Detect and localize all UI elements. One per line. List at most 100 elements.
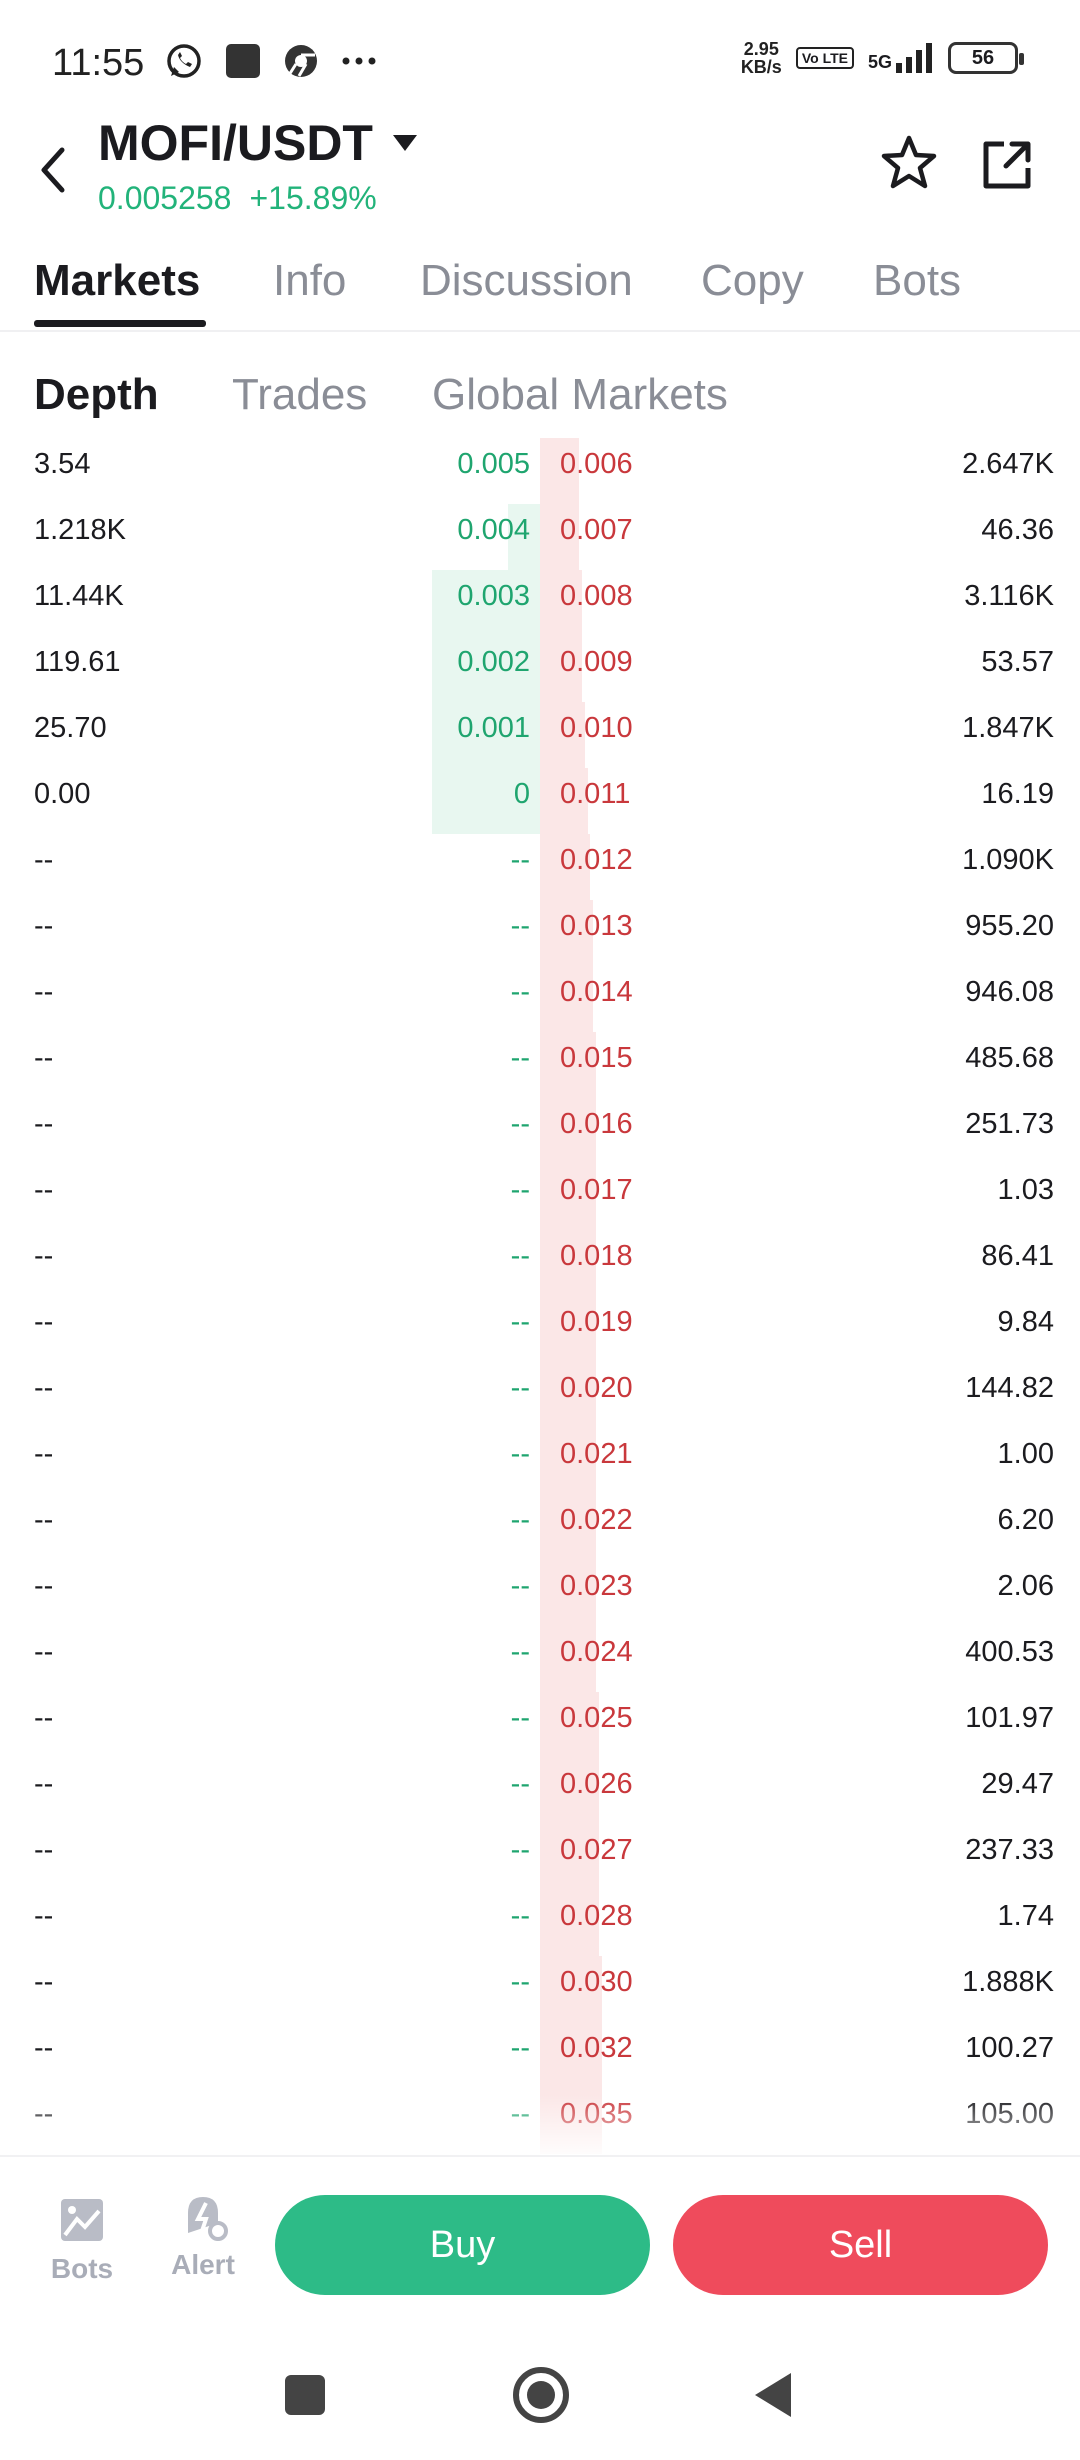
order-book-row[interactable]: -- -- 0.020 144.82 (0, 1362, 1080, 1428)
tab-copy[interactable]: Copy (701, 256, 804, 305)
ask-price: 0.022 (560, 1504, 633, 1536)
bid-quantity: 0.00 (34, 778, 91, 810)
notification-icons (165, 42, 377, 80)
order-book-row[interactable]: -- -- 0.032 100.27 (0, 2022, 1080, 2088)
order-book-row[interactable]: -- -- 0.021 1.00 (0, 1428, 1080, 1494)
ask-depth-bar (540, 2022, 602, 2088)
order-book-row[interactable]: -- -- 0.028 1.74 (0, 1890, 1080, 1956)
ask-depth-bar (540, 570, 582, 636)
system-nav-bar (0, 2335, 1080, 2460)
order-book-row[interactable]: -- -- 0.013 955.20 (0, 900, 1080, 966)
sub-tabs: Depth Trades Global Markets (0, 360, 1080, 430)
bid-quantity: -- (34, 1702, 54, 1734)
star-icon[interactable] (878, 132, 940, 194)
order-book-row[interactable]: -- -- 0.027 237.33 (0, 1824, 1080, 1890)
buy-button[interactable]: Buy (275, 2195, 650, 2295)
ask-quantity: 485.68 (965, 1042, 1054, 1074)
order-book-row[interactable]: 0.00 0 0.011 16.19 (0, 768, 1080, 834)
order-book-row[interactable]: 11.44K 0.003 0.008 3.116K (0, 570, 1080, 636)
recents-button[interactable] (285, 2375, 325, 2415)
share-icon[interactable] (976, 134, 1038, 196)
ask-quantity: 400.53 (965, 1636, 1054, 1668)
ask-quantity: 101.97 (965, 1702, 1054, 1734)
nav-back-button[interactable] (755, 2373, 791, 2417)
ask-depth-bar (540, 834, 590, 900)
network-speed: 2.95 KB/s (740, 39, 782, 77)
order-book-row[interactable]: 25.70 0.001 0.010 1.847K (0, 702, 1080, 768)
bid-depth-bar (432, 570, 540, 636)
status-time: 11:55 (52, 42, 145, 84)
sell-button[interactable]: Sell (673, 2195, 1048, 2295)
order-book-row[interactable]: -- -- 0.017 1.03 (0, 1164, 1080, 1230)
tab-info[interactable]: Info (273, 256, 347, 305)
order-book: 3.54 0.005 0.006 2.647K 1.218K 0.004 0.007 46.3… (0, 438, 1080, 2158)
ask-quantity: 16.19 (981, 778, 1054, 810)
ask-price: 0.019 (560, 1306, 633, 1338)
ask-depth-bar (540, 1296, 596, 1362)
subtab-trades[interactable]: Trades (232, 370, 368, 419)
chrome-icon (285, 45, 317, 77)
tab-bots[interactable]: Bots (873, 256, 962, 305)
bid-quantity: -- (34, 1504, 54, 1536)
bid-quantity: -- (34, 1438, 54, 1470)
order-book-row[interactable]: 119.61 0.002 0.009 53.57 (0, 636, 1080, 702)
ask-quantity: 9.84 (997, 1306, 1054, 1338)
ask-quantity: 29.47 (981, 1768, 1054, 1800)
bid-quantity: 119.61 (34, 646, 121, 678)
ask-quantity: 53.57 (981, 646, 1054, 678)
pair-selector[interactable]: MOFI/USDT (98, 114, 419, 172)
ask-quantity: 100.27 (965, 2032, 1054, 2064)
bid-price: -- (510, 1042, 530, 1074)
bid-price: -- (510, 1108, 530, 1140)
order-book-row[interactable]: -- -- 0.030 1.888K (0, 1956, 1080, 2022)
order-book-row[interactable]: -- -- 0.018 86.41 (0, 1230, 1080, 1296)
ask-quantity: 1.888K (962, 1966, 1054, 1998)
ask-price: 0.024 (560, 1636, 633, 1668)
more-icon (342, 57, 376, 65)
ask-depth-bar (540, 1824, 599, 1890)
bid-price: 0.002 (457, 646, 530, 678)
ask-price: 0.008 (560, 580, 633, 612)
ask-depth-bar (540, 1032, 596, 1098)
bid-quantity: -- (34, 844, 54, 876)
subtab-depth[interactable]: Depth (34, 370, 159, 419)
bid-depth-bar (432, 768, 540, 834)
order-book-row[interactable]: 3.54 0.005 0.006 2.647K (0, 438, 1080, 504)
ask-quantity: 946.08 (965, 976, 1054, 1008)
order-book-row[interactable]: -- -- 0.012 1.090K (0, 834, 1080, 900)
back-icon[interactable] (30, 140, 76, 200)
price-change: +15.89% (249, 180, 377, 216)
order-book-row[interactable]: -- -- 0.016 251.73 (0, 1098, 1080, 1164)
subtab-global-markets[interactable]: Global Markets (432, 370, 728, 419)
home-button[interactable] (513, 2367, 569, 2423)
order-book-row[interactable]: -- -- 0.022 6.20 (0, 1494, 1080, 1560)
ask-depth-bar (540, 1362, 596, 1428)
order-book-row[interactable]: 1.218K 0.004 0.007 46.36 (0, 504, 1080, 570)
ask-quantity: 251.73 (965, 1108, 1054, 1140)
tab-markets[interactable]: Markets (34, 256, 201, 305)
ask-price: 0.016 (560, 1108, 633, 1140)
ask-quantity: 2.647K (962, 448, 1054, 480)
order-book-row[interactable]: -- -- 0.025 101.97 (0, 1692, 1080, 1758)
bid-price: -- (510, 1438, 530, 1470)
bid-price: -- (510, 1174, 530, 1206)
ask-depth-bar (540, 1692, 599, 1758)
bid-quantity: -- (34, 976, 54, 1008)
ask-price: 0.021 (560, 1438, 633, 1470)
order-book-row[interactable]: -- -- 0.023 2.06 (0, 1560, 1080, 1626)
ask-price: 0.018 (560, 1240, 633, 1272)
order-book-row[interactable]: -- -- 0.019 9.84 (0, 1296, 1080, 1362)
bots-button[interactable]: Bots (32, 2193, 132, 2285)
order-book-row[interactable]: -- -- 0.015 485.68 (0, 1032, 1080, 1098)
ask-depth-bar (540, 1098, 596, 1164)
bid-quantity: -- (34, 1306, 54, 1338)
tab-discussion[interactable]: Discussion (420, 256, 633, 305)
order-book-row[interactable]: -- -- 0.024 400.53 (0, 1626, 1080, 1692)
ask-price: 0.017 (560, 1174, 633, 1206)
ask-price: 0.007 (560, 514, 633, 546)
bid-price: -- (510, 910, 530, 942)
order-book-row[interactable]: -- -- 0.014 946.08 (0, 966, 1080, 1032)
ask-quantity: 46.36 (981, 514, 1054, 546)
alert-button[interactable]: Alert (153, 2189, 253, 2281)
order-book-row[interactable]: -- -- 0.026 29.47 (0, 1758, 1080, 1824)
